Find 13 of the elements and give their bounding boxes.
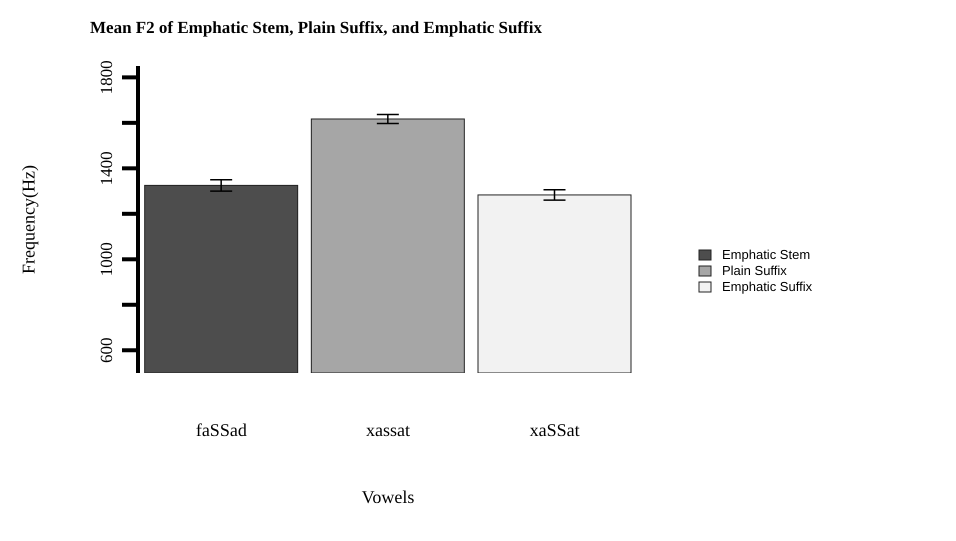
legend-label: Plain Suffix (722, 263, 787, 278)
x-tick-label: faSSad (196, 420, 247, 440)
y-tick-label: 1400 (97, 151, 116, 186)
y-tick-label: 1800 (97, 60, 116, 94)
legend-label: Emphatic Suffix (722, 279, 812, 294)
y-tick-label: 1000 (97, 242, 116, 276)
x-axis-title: Vowels (362, 487, 414, 507)
legend-label: Emphatic Stem (722, 247, 810, 262)
chart-title: Mean F2 of Emphatic Stem, Plain Suffix, and Emphatic Suffix (90, 18, 542, 38)
x-tick-label: xassat (366, 420, 410, 440)
y-tick-label: 600 (97, 338, 116, 364)
y-axis-title: Frequency(Hz) (18, 165, 38, 274)
x-tick-label: xaSSat (530, 420, 580, 440)
